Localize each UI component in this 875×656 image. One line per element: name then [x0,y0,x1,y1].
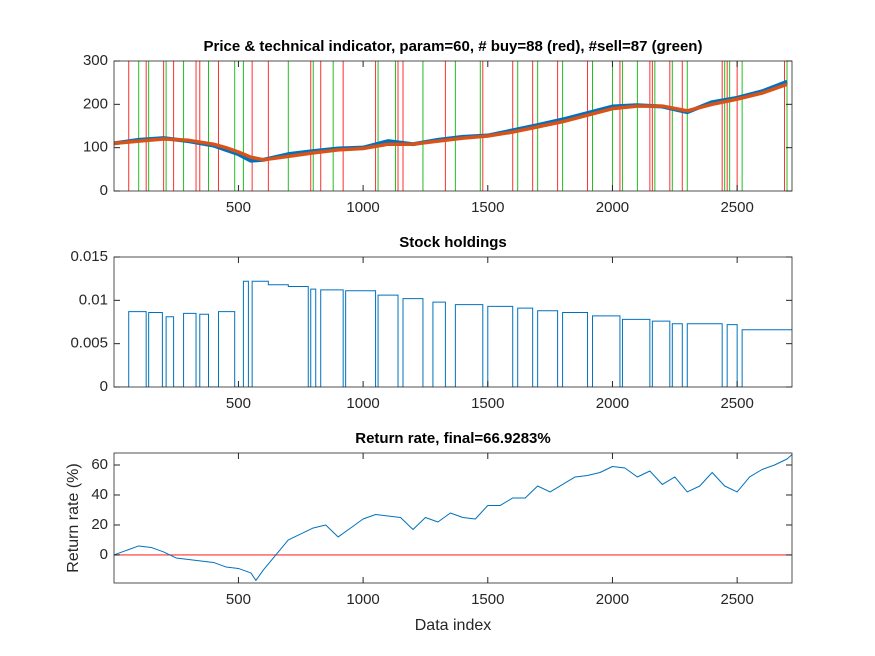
x-tick-label: 1500 [471,199,504,216]
y-axis-label: Return rate (%) [65,463,82,572]
chart-title: Return rate, final=66.9283% [355,430,551,447]
x-tick-label: 1500 [471,591,504,608]
x-tick-label: 1500 [471,395,504,412]
y-tick-label: 20 [91,516,108,533]
y-tick-label: 40 [91,486,108,503]
x-tick-label: 1000 [346,591,379,608]
x-axis-label: Data index [415,617,492,634]
axes-box [113,452,793,584]
x-tick-label: 500 [226,591,251,608]
y-tick-label: 300 [83,52,108,69]
y-tick-label: 100 [83,139,108,156]
y-tick-label: 0 [100,378,108,395]
y-tick-label: 200 [83,95,108,112]
x-tick-label: 2500 [720,591,753,608]
series-line [114,454,792,581]
x-tick-label: 500 [226,395,251,412]
x-tick-label: 500 [226,199,251,216]
axes-background [114,453,792,583]
holdings-stairs [114,280,792,387]
x-tick-label: 2000 [596,199,629,216]
y-tick-label: 0.015 [70,248,108,265]
y-tick-label: 0 [100,546,108,563]
x-tick-label: 1000 [346,395,379,412]
y-tick-label: 60 [91,456,108,473]
x-tick-label: 2000 [596,591,629,608]
x-tick-label: 2500 [720,199,753,216]
axes-box [113,256,793,388]
y-tick-label: 0.005 [70,335,108,352]
x-tick-label: 2000 [596,395,629,412]
x-tick-label: 1000 [346,199,379,216]
chart-title: Stock holdings [399,234,507,251]
axes-background [114,257,792,387]
chart-title: Price & technical indicator, param=60, #… [204,38,703,55]
axes-background [114,61,792,191]
y-tick-label: 0.01 [79,291,108,308]
series-line [114,82,788,162]
y-tick-label: 0 [100,182,108,199]
x-tick-label: 2500 [720,395,753,412]
axes-box [113,60,793,192]
